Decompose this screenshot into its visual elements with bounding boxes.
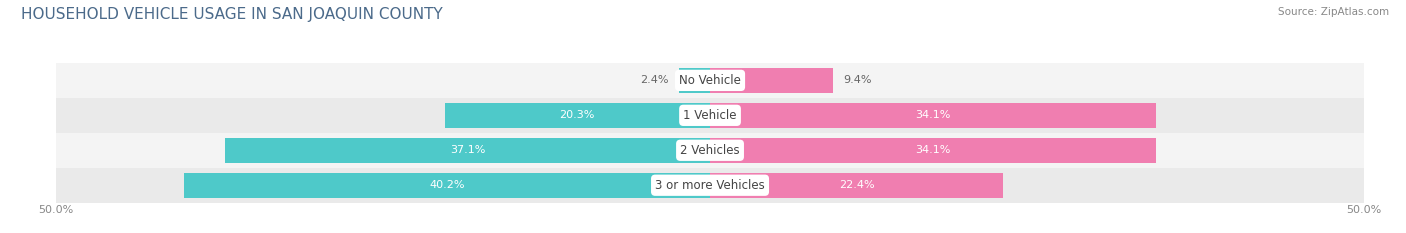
- Bar: [56, 168, 1364, 203]
- Bar: [710, 173, 1002, 198]
- Text: 1 Vehicle: 1 Vehicle: [683, 109, 737, 122]
- Bar: [184, 173, 710, 198]
- Text: Source: ZipAtlas.com: Source: ZipAtlas.com: [1278, 7, 1389, 17]
- Text: 20.3%: 20.3%: [560, 110, 595, 120]
- Text: 34.1%: 34.1%: [915, 145, 950, 155]
- Text: 2 Vehicles: 2 Vehicles: [681, 144, 740, 157]
- Text: 9.4%: 9.4%: [844, 75, 872, 85]
- Bar: [710, 138, 1156, 163]
- Bar: [710, 103, 1156, 128]
- Bar: [56, 98, 1364, 133]
- Bar: [679, 68, 710, 93]
- Text: 2.4%: 2.4%: [640, 75, 668, 85]
- Bar: [710, 68, 832, 93]
- Text: HOUSEHOLD VEHICLE USAGE IN SAN JOAQUIN COUNTY: HOUSEHOLD VEHICLE USAGE IN SAN JOAQUIN C…: [21, 7, 443, 22]
- Bar: [225, 138, 710, 163]
- Text: 3 or more Vehicles: 3 or more Vehicles: [655, 179, 765, 192]
- Bar: [56, 63, 1364, 98]
- Text: 37.1%: 37.1%: [450, 145, 485, 155]
- Text: 34.1%: 34.1%: [915, 110, 950, 120]
- Text: No Vehicle: No Vehicle: [679, 74, 741, 87]
- Text: 22.4%: 22.4%: [838, 180, 875, 190]
- Bar: [56, 133, 1364, 168]
- Text: 40.2%: 40.2%: [429, 180, 465, 190]
- Bar: [444, 103, 710, 128]
